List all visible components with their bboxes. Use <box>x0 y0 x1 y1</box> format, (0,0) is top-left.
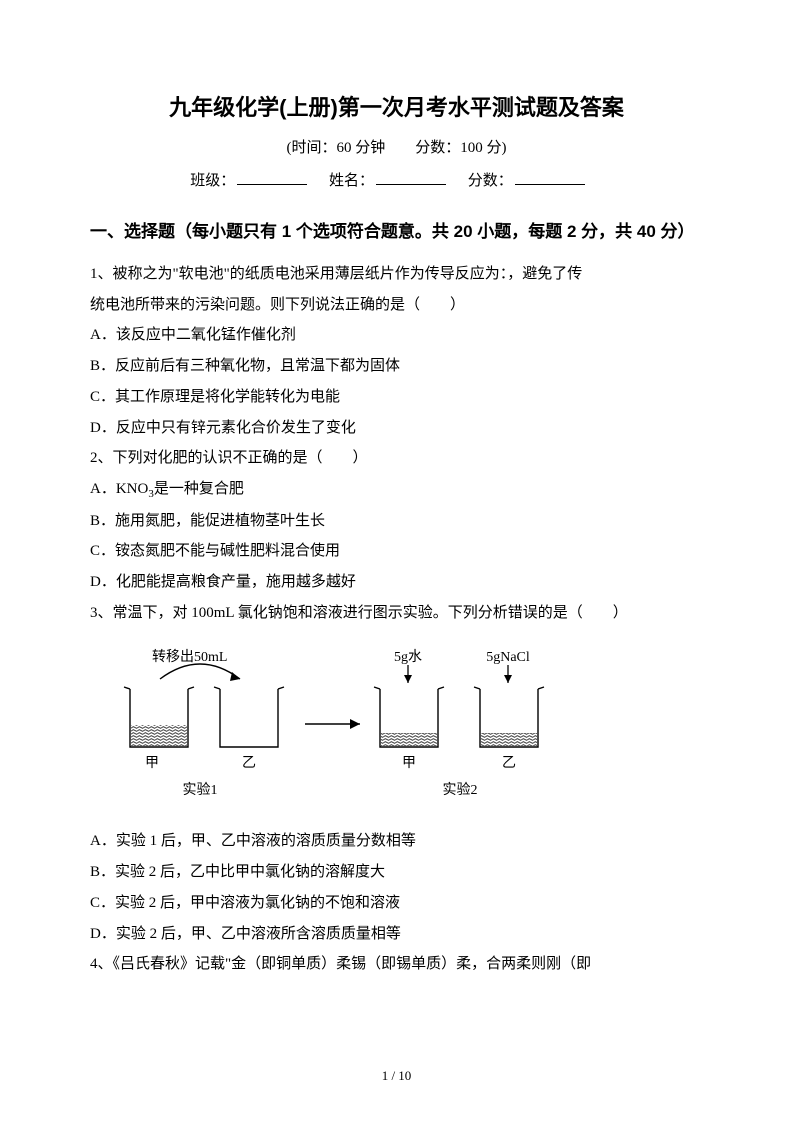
q1-option-d: D．反应中只有锌元素化合价发生了变化 <box>90 413 703 444</box>
beaker-yi-1: 乙 <box>214 687 284 771</box>
yi1-label: 乙 <box>242 755 256 771</box>
q1-stem-line2: 统电池所带来的污染问题。则下列说法正确的是（ ） <box>90 290 703 321</box>
q1-option-b: B．反应前后有三种氧化物，且常温下都为固体 <box>90 351 703 382</box>
jia2-label: 甲 <box>402 756 416 771</box>
q3-stem: 3、常温下，对 100mL 氯化钠饱和溶液进行图示实验。下列分析错误的是（ ） <box>90 598 703 629</box>
q3-option-b: B．实验 2 后，乙中比甲中氯化钠的溶解度大 <box>90 857 703 888</box>
q4-stem: 4、《吕氏春秋》记载"金（即铜单质）柔锡（即锡单质）柔，合两柔则刚（即 <box>90 949 703 980</box>
nacl-arrowhead <box>504 675 512 683</box>
name-label: 姓名： <box>329 173 374 189</box>
beaker-yi-2: 乙 <box>474 687 544 771</box>
name-blank <box>376 170 446 185</box>
exp1-label: 实验1 <box>183 782 218 798</box>
exp2-label: 实验2 <box>443 782 478 798</box>
q2-stem: 2、下列对化肥的认识不正确的是（ ） <box>90 443 703 474</box>
diagram-svg: 转移出50mL 甲 乙 实验1 <box>90 639 610 809</box>
jia1-label: 甲 <box>145 756 159 771</box>
q1-stem-line1: 1、被称之为"软电池"的纸质电池采用薄层纸片作为传导反应为：，避免了传 <box>90 259 703 290</box>
water-label: 5g水 <box>394 649 422 665</box>
water-arrowhead <box>404 675 412 683</box>
q2-option-a: A．KNO3是一种复合肥 <box>90 474 703 506</box>
page-subtitle: (时间：60 分钟 分数：100 分) <box>90 136 703 157</box>
q2-a-pre: A．KNO <box>90 481 148 497</box>
q1-option-a: A．该反应中二氧化锰作催化剂 <box>90 320 703 351</box>
q3-option-a: A．实验 1 后，甲、乙中溶液的溶质质量分数相等 <box>90 826 703 857</box>
page: 九年级化学(上册)第一次月考水平测试题及答案 (时间：60 分钟 分数：100 … <box>0 0 793 1122</box>
score-label: 分数： <box>468 173 513 189</box>
transfer-arrow <box>160 664 240 679</box>
transfer-label: 转移出50mL <box>152 649 227 665</box>
class-label: 班级： <box>190 173 235 189</box>
score-blank <box>515 170 585 185</box>
yi2-label: 乙 <box>502 755 516 771</box>
q2-option-d: D．化肥能提高粮食产量，施用越多越好 <box>90 567 703 598</box>
q2-option-c: C．铵态氮肥不能与碱性肥料混合使用 <box>90 536 703 567</box>
body-text: 1、被称之为"软电池"的纸质电池采用薄层纸片作为传导反应为：，避免了传 统电池所… <box>90 259 703 980</box>
section-1-heading: 一、选择题（每小题只有 1 个选项符合题意。共 20 小题，每题 2 分，共 4… <box>90 212 703 253</box>
q3-option-d: D．实验 2 后，甲、乙中溶液所含溶质质量相等 <box>90 919 703 950</box>
q2-a-post: 是一种复合肥 <box>154 481 244 497</box>
info-line: 班级： 姓名： 分数： <box>90 169 703 190</box>
beaker-jia-1: 甲 <box>124 687 194 771</box>
page-title: 九年级化学(上册)第一次月考水平测试题及答案 <box>90 90 703 122</box>
page-footer: 1 / 10 <box>0 1068 793 1084</box>
experiment-diagram: 转移出50mL 甲 乙 实验1 <box>90 639 703 821</box>
q3-option-c: C．实验 2 后，甲中溶液为氯化钠的不饱和溶液 <box>90 888 703 919</box>
nacl-label: 5gNaCl <box>486 650 530 665</box>
class-blank <box>237 170 307 185</box>
q1-option-c: C．其工作原理是将化学能转化为电能 <box>90 382 703 413</box>
q2-option-b: B．施用氮肥，能促进植物茎叶生长 <box>90 506 703 537</box>
beaker-jia-2: 甲 <box>374 687 444 771</box>
main-arrowhead <box>350 719 360 729</box>
